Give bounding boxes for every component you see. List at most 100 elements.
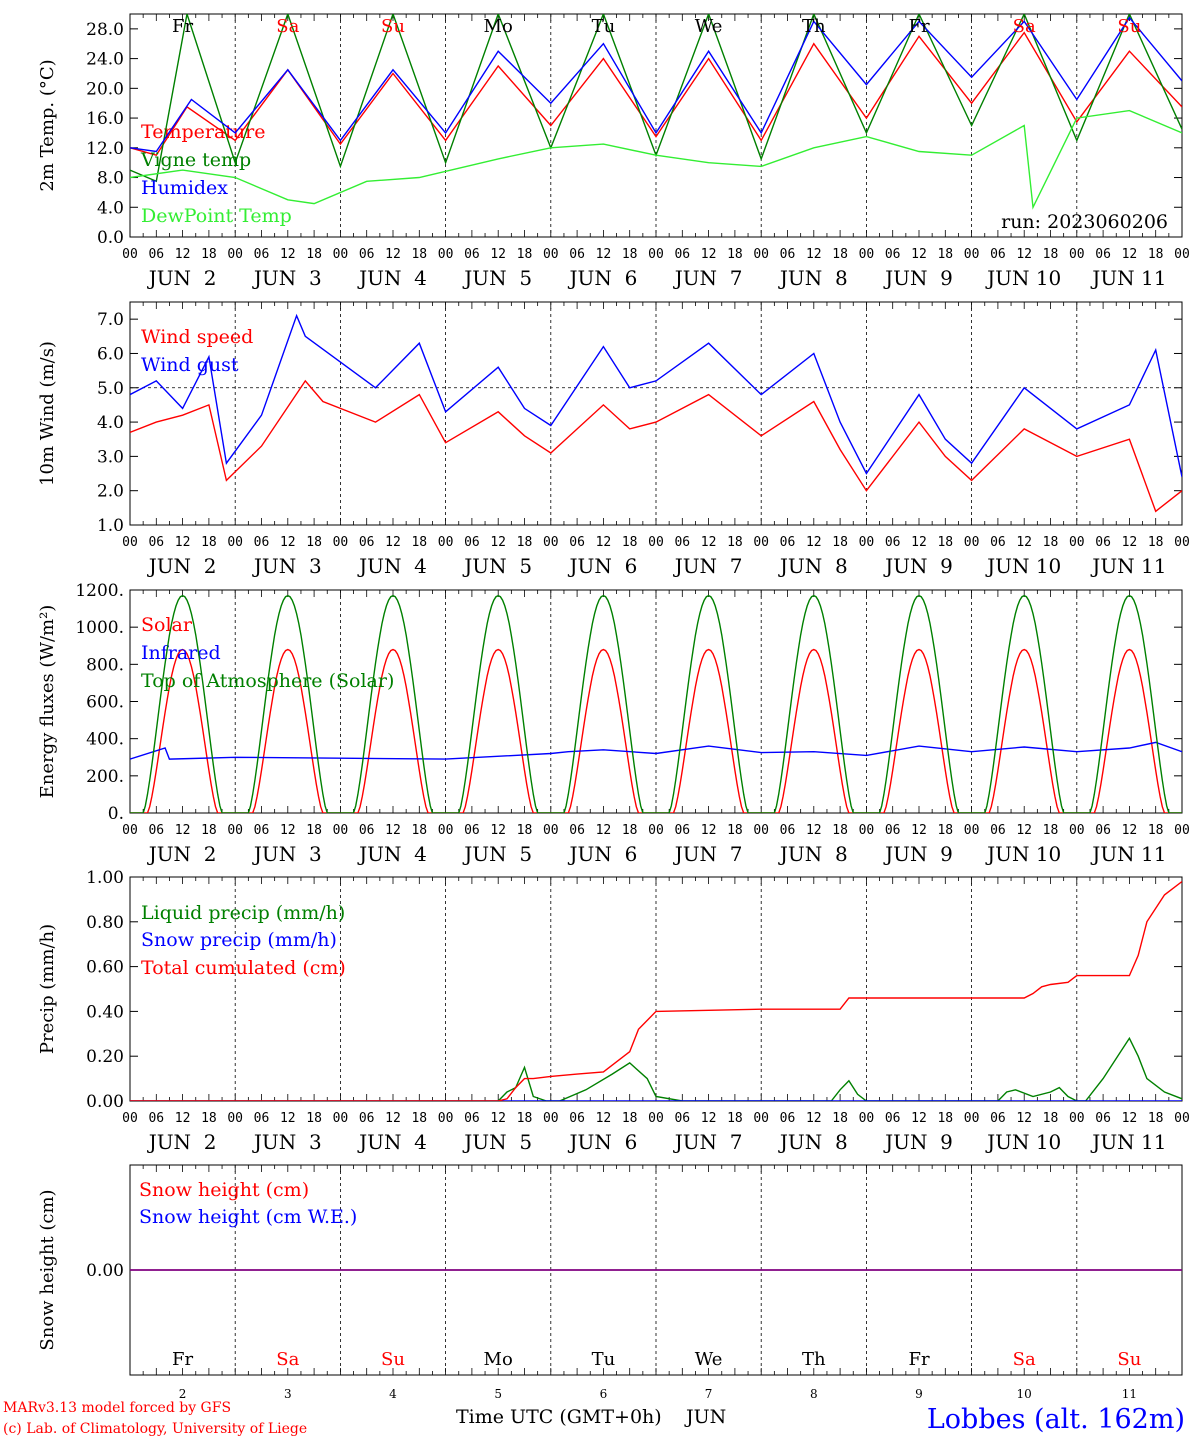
hour-tick-label: 18 bbox=[517, 535, 533, 550]
hour-tick-label: 06 bbox=[464, 823, 480, 838]
hour-tick-label: 12 bbox=[596, 1111, 612, 1126]
hour-tick-label: 00 bbox=[438, 823, 454, 838]
hour-tick-label: 06 bbox=[780, 823, 796, 838]
hour-tick-label: 18 bbox=[517, 823, 533, 838]
hour-tick-label: 18 bbox=[1148, 1111, 1164, 1126]
hour-tick-label: 00 bbox=[333, 823, 349, 838]
hour-tick-label: 06 bbox=[1095, 535, 1111, 550]
hour-tick-label: 18 bbox=[517, 1111, 533, 1126]
hour-tick-label: 12 bbox=[385, 823, 401, 838]
x-axis-title: Time UTC (GMT+0h) bbox=[456, 1406, 662, 1428]
hour-tick-label: 12 bbox=[175, 247, 191, 262]
hour-tick-label: 06 bbox=[569, 1111, 585, 1126]
hour-tick-label: 12 bbox=[280, 247, 296, 262]
hour-tick-label: 00 bbox=[543, 535, 559, 550]
hour-tick-label: 06 bbox=[254, 1111, 270, 1126]
hour-tick-label: 00 bbox=[648, 1111, 664, 1126]
legend-entry: Top of Atmosphere (Solar) bbox=[141, 670, 394, 692]
day-number: 10 bbox=[1017, 1387, 1032, 1401]
date-label: JUN 7 bbox=[673, 1130, 743, 1154]
hour-tick-label: 18 bbox=[306, 1111, 322, 1126]
hour-tick-label: 12 bbox=[490, 535, 506, 550]
y-tick-label: 800. bbox=[86, 655, 124, 675]
station-label: Lobbes (alt. 162m) bbox=[927, 1404, 1185, 1435]
hour-tick-label: 06 bbox=[990, 247, 1006, 262]
hour-tick-label: 06 bbox=[254, 247, 270, 262]
date-label: JUN 4 bbox=[357, 554, 427, 578]
day-number: 11 bbox=[1122, 1387, 1137, 1401]
y-tick-label: 6.0 bbox=[97, 344, 124, 364]
hour-tick-label: 12 bbox=[1122, 1111, 1138, 1126]
day-abbrev: Th bbox=[802, 1349, 826, 1370]
hour-tick-label: 18 bbox=[937, 247, 953, 262]
hour-tick-label: 18 bbox=[832, 247, 848, 262]
hour-tick-label: 06 bbox=[1095, 823, 1111, 838]
hour-tick-label: 06 bbox=[1095, 1111, 1111, 1126]
hour-tick-label: 00 bbox=[333, 247, 349, 262]
y-axis-label: 10m Wind (m/s) bbox=[37, 341, 58, 486]
hour-tick-label: 00 bbox=[753, 247, 769, 262]
day-number: 5 bbox=[494, 1387, 502, 1401]
hour-tick-label: 00 bbox=[648, 535, 664, 550]
hour-tick-label: 00 bbox=[753, 823, 769, 838]
hour-tick-label: 12 bbox=[1016, 823, 1032, 838]
hour-tick-label: 12 bbox=[911, 247, 927, 262]
hour-tick-label: 18 bbox=[622, 823, 638, 838]
hour-tick-label: 00 bbox=[964, 247, 980, 262]
hour-tick-label: 18 bbox=[832, 823, 848, 838]
series-line-precip-0 bbox=[130, 1036, 1182, 1101]
hour-tick-label: 06 bbox=[464, 247, 480, 262]
hour-tick-label: 00 bbox=[1069, 823, 1085, 838]
date-label: JUN 11 bbox=[1090, 842, 1166, 866]
hour-tick-label: 12 bbox=[701, 247, 717, 262]
hour-tick-label: 06 bbox=[569, 247, 585, 262]
legend-entry: Wind gust bbox=[141, 354, 239, 376]
series-line-temperature-0 bbox=[130, 31, 1182, 157]
hour-tick-label: 00 bbox=[648, 823, 664, 838]
y-axis-label: Snow height (cm) bbox=[37, 1189, 58, 1350]
hour-tick-label: 18 bbox=[937, 535, 953, 550]
hour-tick-label: 00 bbox=[1069, 1111, 1085, 1126]
y-tick-label: 24.0 bbox=[86, 50, 124, 70]
hour-tick-label: 12 bbox=[596, 535, 612, 550]
date-label: JUN 10 bbox=[985, 554, 1061, 578]
hour-tick-label: 00 bbox=[122, 823, 138, 838]
hour-tick-label: 12 bbox=[911, 1111, 927, 1126]
hour-tick-label: 00 bbox=[122, 1111, 138, 1126]
hour-tick-label: 18 bbox=[306, 247, 322, 262]
date-label: JUN 8 bbox=[778, 1130, 848, 1154]
hour-tick-label: 06 bbox=[674, 535, 690, 550]
date-label: JUN 3 bbox=[252, 266, 322, 290]
series-line-temperature-1 bbox=[130, 14, 1182, 183]
hour-tick-label: 06 bbox=[569, 823, 585, 838]
day-number: 7 bbox=[705, 1387, 713, 1401]
hour-tick-label: 00 bbox=[543, 1111, 559, 1126]
hour-tick-label: 18 bbox=[937, 823, 953, 838]
y-axis-label: Precip (mm/h) bbox=[37, 924, 58, 1054]
date-label: JUN 5 bbox=[462, 842, 532, 866]
day-abbrev: Fr bbox=[172, 1349, 193, 1370]
hour-tick-label: 06 bbox=[359, 823, 375, 838]
hour-tick-label: 06 bbox=[885, 247, 901, 262]
date-label: JUN 11 bbox=[1090, 266, 1166, 290]
hour-tick-label: 18 bbox=[306, 823, 322, 838]
hour-tick-label: 00 bbox=[1174, 535, 1190, 550]
hour-tick-label: 12 bbox=[490, 1111, 506, 1126]
y-tick-label: 2.0 bbox=[97, 482, 124, 502]
hour-tick-label: 06 bbox=[885, 535, 901, 550]
hour-tick-label: 06 bbox=[464, 535, 480, 550]
day-number: 8 bbox=[810, 1387, 818, 1401]
series-line-precip-2 bbox=[130, 880, 1182, 1101]
month-label: JUN bbox=[684, 1406, 726, 1428]
hour-tick-label: 00 bbox=[1069, 535, 1085, 550]
hour-tick-label: 00 bbox=[543, 823, 559, 838]
hour-tick-label: 00 bbox=[1174, 247, 1190, 262]
legend-entry: Temperature bbox=[141, 121, 265, 143]
hour-tick-label: 00 bbox=[333, 535, 349, 550]
hour-tick-label: 18 bbox=[1148, 247, 1164, 262]
hour-tick-label: 18 bbox=[832, 535, 848, 550]
date-label: JUN 9 bbox=[883, 1130, 953, 1154]
hour-tick-label: 06 bbox=[1095, 247, 1111, 262]
y-tick-label: 200. bbox=[86, 767, 124, 787]
hour-tick-label: 12 bbox=[175, 1111, 191, 1126]
